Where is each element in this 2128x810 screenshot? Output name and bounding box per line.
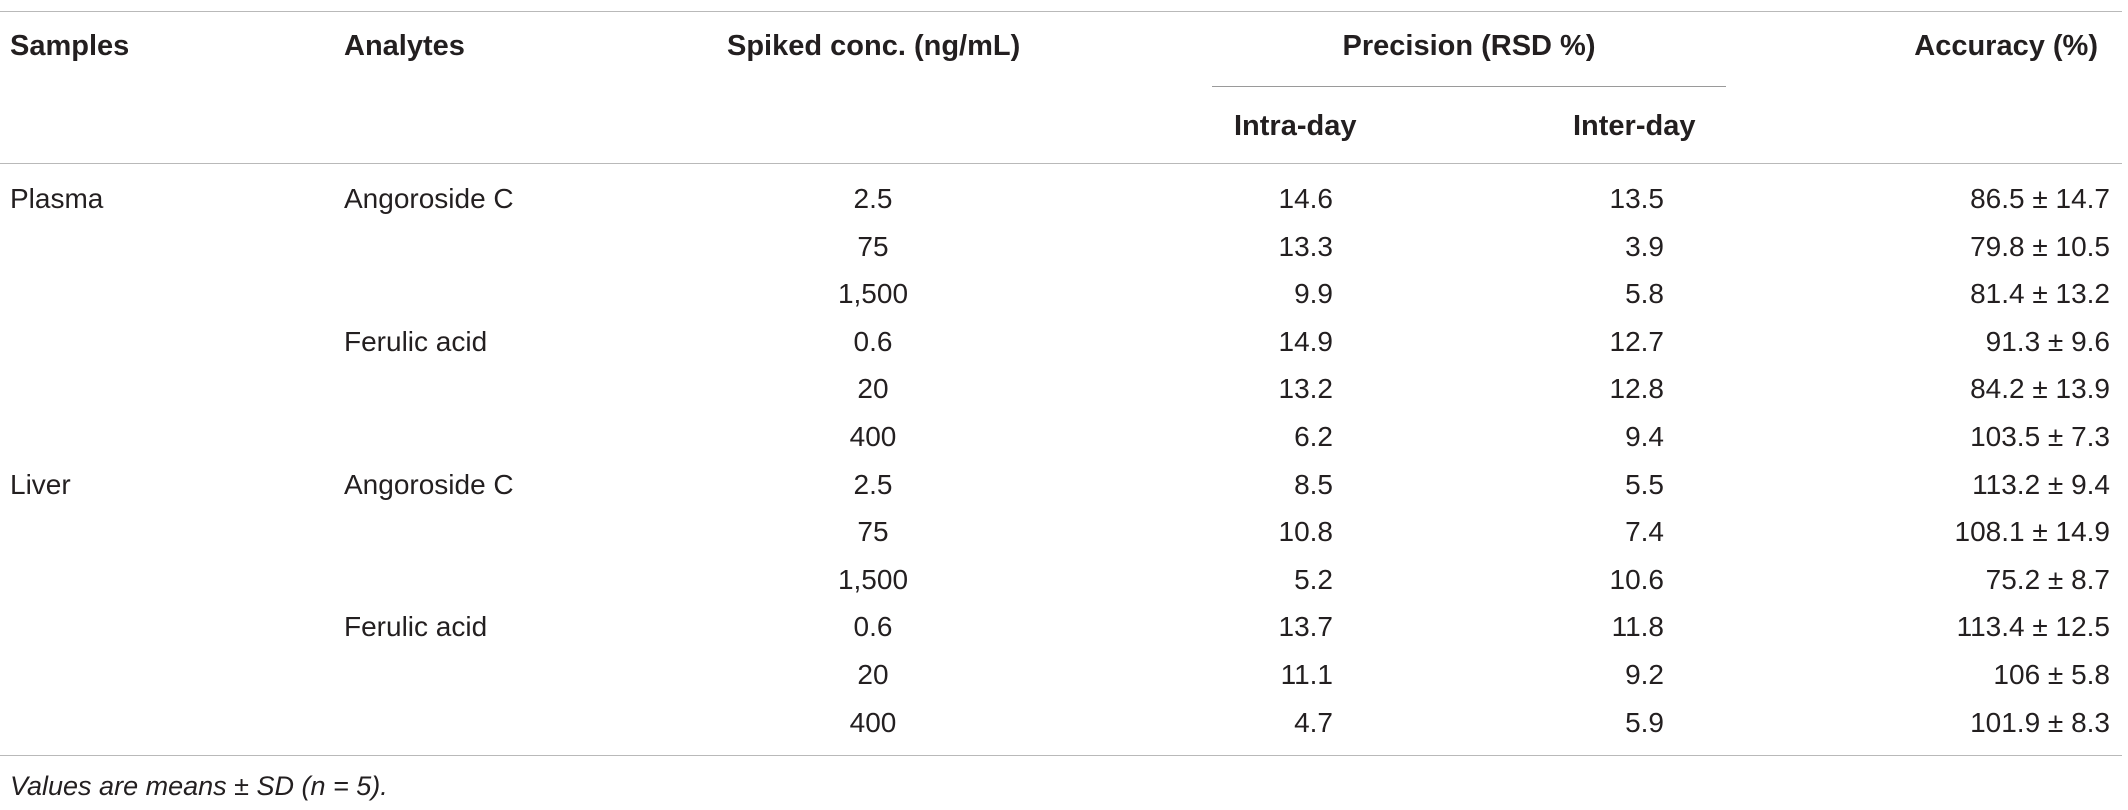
cell-spiked-conc: 20 bbox=[857, 659, 889, 690]
cell-spiked-conc: 20 bbox=[857, 373, 889, 404]
cell-inter-day: 12.8 bbox=[1609, 373, 1665, 404]
cell-spiked-conc: 1,500 bbox=[837, 564, 909, 595]
cell-accuracy: 101.9 ± 8.3 bbox=[1970, 707, 2110, 738]
cell-inter-day: 9.4 bbox=[1625, 421, 1664, 452]
cell-spiked-conc: 75 bbox=[857, 231, 889, 262]
cell-accuracy: 75.2 ± 8.7 bbox=[1985, 564, 2110, 595]
cell-spiked-conc: 2.5 bbox=[853, 469, 893, 500]
cell-intra-day: 13.3 bbox=[1278, 231, 1334, 262]
table-bottom-rule bbox=[0, 755, 2122, 756]
header-spiked-conc: Spiked conc. (ng/mL) bbox=[727, 30, 1021, 62]
cell-accuracy: 106 ± 5.8 bbox=[1993, 659, 2110, 690]
cell-spiked-conc: 75 bbox=[857, 516, 889, 547]
cell-accuracy: 81.4 ± 13.2 bbox=[1970, 278, 2110, 309]
cell-spiked-conc: 0.6 bbox=[853, 611, 893, 642]
cell-analyte: Angoroside C bbox=[344, 183, 514, 214]
cell-intra-day: 9.9 bbox=[1294, 278, 1333, 309]
table-footnote: Values are means ± SD (n = 5). bbox=[10, 771, 388, 801]
header-analytes: Analytes bbox=[344, 30, 465, 62]
header-accuracy: Accuracy (%) bbox=[1914, 30, 2098, 62]
cell-intra-day: 11.1 bbox=[1280, 659, 1333, 690]
cell-inter-day: 5.9 bbox=[1625, 707, 1664, 738]
cell-inter-day: 11.8 bbox=[1611, 611, 1664, 642]
cell-inter-day: 12.7 bbox=[1609, 326, 1665, 357]
cell-accuracy: 113.2 ± 9.4 bbox=[1972, 469, 2110, 500]
cell-analyte: Angoroside C bbox=[344, 469, 514, 500]
cell-intra-day: 4.7 bbox=[1294, 707, 1333, 738]
cell-intra-day: 10.8 bbox=[1278, 516, 1334, 547]
cell-spiked-conc: 400 bbox=[849, 707, 897, 738]
cell-intra-day: 8.5 bbox=[1294, 469, 1333, 500]
cell-inter-day: 13.5 bbox=[1609, 183, 1665, 214]
precision-subrule bbox=[1212, 86, 1726, 87]
cell-intra-day: 14.9 bbox=[1278, 326, 1334, 357]
cell-sample: Plasma bbox=[10, 183, 104, 214]
cell-intra-day: 5.2 bbox=[1294, 564, 1333, 595]
cell-spiked-conc: 400 bbox=[849, 421, 897, 452]
header-intra-day: Intra-day bbox=[1234, 110, 1357, 142]
header-bottom-rule bbox=[0, 163, 2122, 164]
cell-intra-day: 14.6 bbox=[1278, 183, 1334, 214]
cell-intra-day: 13.7 bbox=[1278, 611, 1334, 642]
cell-spiked-conc: 1,500 bbox=[837, 278, 909, 309]
table-top-rule bbox=[0, 11, 2122, 12]
cell-intra-day: 13.2 bbox=[1278, 373, 1334, 404]
cell-inter-day: 5.5 bbox=[1625, 469, 1664, 500]
cell-intra-day: 6.2 bbox=[1294, 421, 1333, 452]
cell-inter-day: 5.8 bbox=[1625, 278, 1664, 309]
cell-inter-day: 9.2 bbox=[1625, 659, 1664, 690]
header-precision: Precision (RSD %) bbox=[1342, 30, 1596, 62]
cell-accuracy: 86.5 ± 14.7 bbox=[1970, 183, 2110, 214]
header-inter-day: Inter-day bbox=[1573, 110, 1696, 142]
cell-sample: Liver bbox=[10, 469, 71, 500]
cell-spiked-conc: 0.6 bbox=[853, 326, 893, 357]
cell-analyte: Ferulic acid bbox=[344, 611, 488, 642]
cell-accuracy: 84.2 ± 13.9 bbox=[1970, 373, 2110, 404]
cell-accuracy: 79.8 ± 10.5 bbox=[1970, 231, 2110, 262]
cell-accuracy: 103.5 ± 7.3 bbox=[1970, 421, 2110, 452]
cell-inter-day: 3.9 bbox=[1625, 231, 1664, 262]
cell-inter-day: 7.4 bbox=[1625, 516, 1664, 547]
cell-accuracy: 91.3 ± 9.6 bbox=[1985, 326, 2110, 357]
cell-analyte: Ferulic acid bbox=[344, 326, 488, 357]
header-samples: Samples bbox=[10, 30, 130, 62]
cell-inter-day: 10.6 bbox=[1609, 564, 1665, 595]
cell-accuracy: 113.4 ± 12.5 bbox=[1956, 611, 2110, 642]
cell-accuracy: 108.1 ± 14.9 bbox=[1954, 516, 2111, 547]
cell-spiked-conc: 2.5 bbox=[853, 183, 893, 214]
